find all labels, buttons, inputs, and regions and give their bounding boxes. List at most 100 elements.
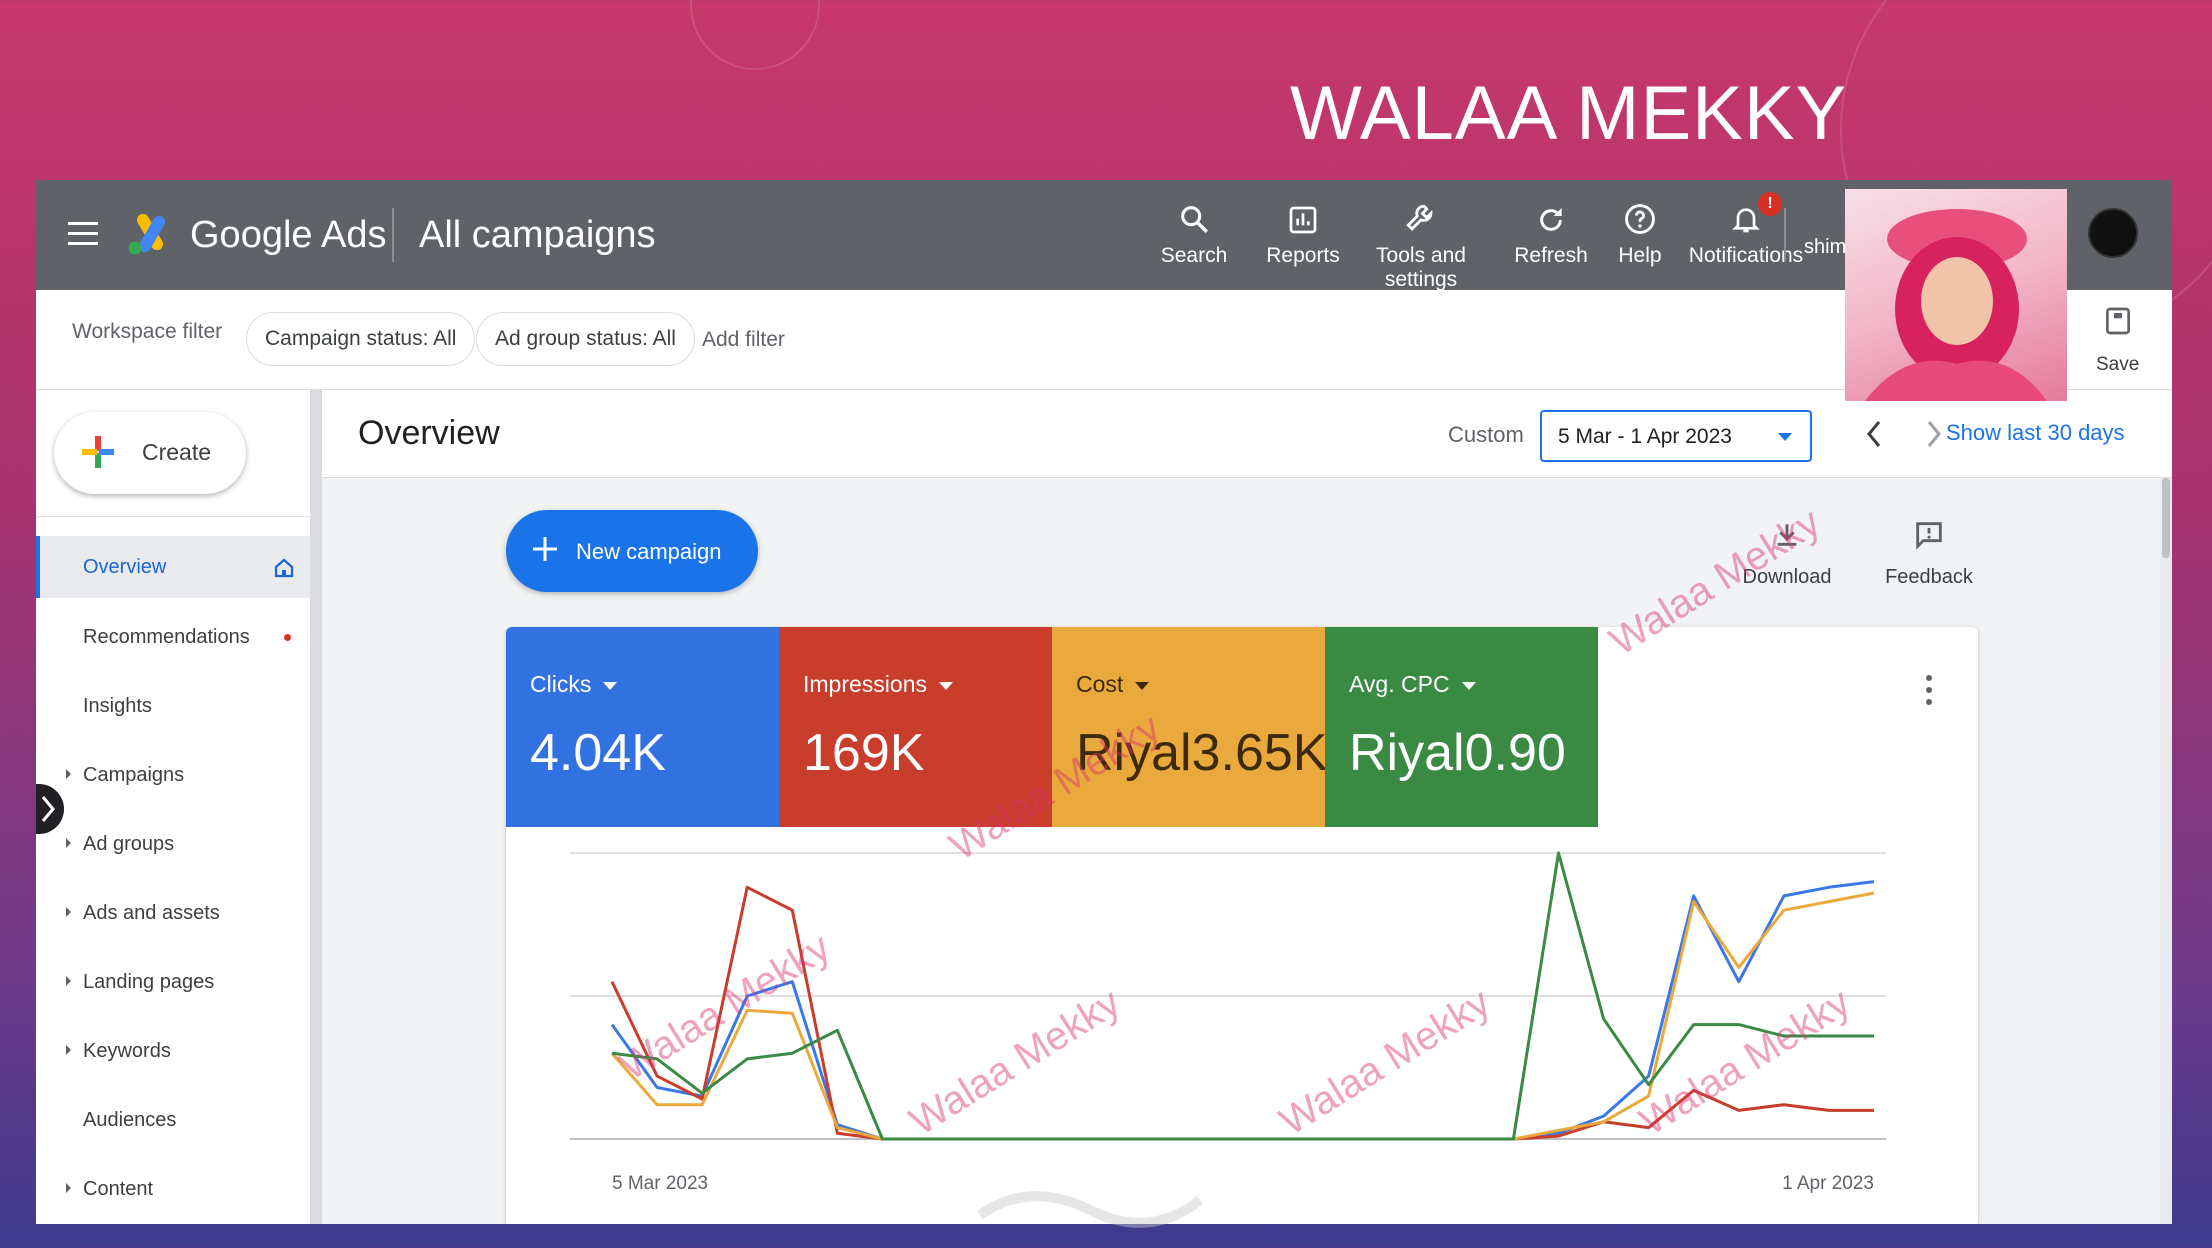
overview-header: Overview Custom 5 Mar - 1 Apr 2023 Show … [322, 390, 2172, 478]
sidebar-item-audiences[interactable]: Audiences [36, 1089, 310, 1151]
presenter-portrait [1865, 209, 2047, 401]
plus-icon [533, 537, 557, 561]
reports-icon [1289, 206, 1317, 234]
date-range-picker[interactable]: 5 Mar - 1 Apr 2023 [1540, 410, 1812, 462]
sidebar-item-content[interactable]: Content [36, 1158, 310, 1220]
dropdown-arrow-icon [1461, 681, 1476, 690]
sidebar-item-insights[interactable]: Insights [36, 675, 310, 737]
metric-value: 169K [803, 724, 925, 782]
notification-dot [284, 634, 291, 641]
create-button[interactable]: Create [54, 412, 246, 494]
ad-group-status-chip[interactable]: Ad group status: All [476, 312, 695, 366]
previous-period-icon[interactable] [1864, 418, 1884, 450]
caret-right-icon [66, 1045, 71, 1055]
add-filter-button[interactable]: Add filter [702, 328, 785, 351]
save-label: Save [2096, 354, 2140, 375]
help-icon [1625, 204, 1655, 234]
main-scrollbar[interactable] [2160, 478, 2172, 1224]
sidebar-item-ad-groups[interactable]: Ad groups [36, 813, 310, 875]
dropdown-arrow-icon [1778, 433, 1792, 441]
presenter-photo [1845, 189, 2067, 401]
sidebar-item-label: Insights [83, 695, 152, 717]
notification-badge: ! [1758, 192, 1782, 216]
reports-button[interactable]: Reports [1258, 190, 1348, 268]
campaign-status-chip[interactable]: Campaign status: All [246, 312, 476, 366]
chart-lines [610, 851, 1875, 1141]
sidebar-item-label: Campaigns [83, 764, 185, 786]
sidebar-item-overview[interactable]: Overview [36, 536, 310, 598]
caret-right-icon [66, 769, 71, 779]
caret-right-icon [66, 907, 71, 917]
metric-label: Cost [1076, 671, 1150, 698]
dropdown-arrow-icon [603, 681, 618, 690]
metric-impressions[interactable]: Impressions 169K [779, 627, 1052, 827]
slide-title: WALAA MEKKY [1290, 71, 1848, 156]
x-axis-start-label: 5 Mar 2023 [612, 1173, 708, 1194]
refresh-button[interactable]: Refresh [1506, 190, 1596, 268]
metric-value: 4.04K [530, 724, 666, 782]
line-chart: 5 Mar 2023 1 Apr 2023 [570, 851, 1886, 1194]
filter-bar: Workspace filter Campaign status: All Ad… [36, 290, 2172, 390]
metric-avg-cpc[interactable]: Avg. CPC Riyal0.90 [1325, 627, 1598, 827]
download-icon [1777, 524, 1797, 546]
caret-right-icon [66, 1183, 71, 1193]
page-name: All campaigns [419, 214, 656, 256]
dropdown-arrow-icon [938, 681, 953, 690]
metric-label: Impressions [803, 671, 953, 698]
series-line-clicks [610, 880, 1875, 1141]
menu-icon[interactable] [68, 222, 98, 246]
tools-label: Tools and settings [1376, 244, 1466, 291]
sidebar-item-campaigns[interactable]: Campaigns [36, 744, 310, 806]
download-button[interactable]: Download [1732, 518, 1842, 589]
search-label: Search [1160, 244, 1228, 267]
search-button[interactable]: Search [1156, 190, 1232, 268]
reports-label: Reports [1266, 244, 1340, 267]
workspace-filter-label: Workspace filter [72, 320, 223, 343]
khamsat-watermark-logo [970, 1160, 1210, 1246]
feedback-icon [1916, 522, 1942, 550]
sidebar-item-label: Keywords [83, 1040, 171, 1062]
notifications-button[interactable]: ! Notifications [1686, 190, 1806, 268]
help-button[interactable]: Help [1610, 190, 1670, 268]
chevron-right-icon [41, 796, 55, 822]
sidebar-item-label: Overview [83, 556, 167, 578]
download-label: Download [1742, 566, 1832, 588]
page-title: Overview [358, 414, 500, 452]
wrench-icon [1406, 204, 1433, 231]
more-options-icon[interactable] [1926, 675, 1934, 707]
sidebar-item-landing-pages[interactable]: Landing pages [36, 951, 310, 1013]
series-line-avg-cpc [611, 851, 1874, 1141]
scrollbar-thumb[interactable] [2162, 478, 2170, 558]
save-button[interactable]: Save [2096, 304, 2139, 376]
create-label: Create [142, 439, 212, 465]
account-name[interactable]: shim [1804, 236, 1847, 258]
feedback-label: Feedback [1885, 566, 1973, 588]
sidebar-item-label: Content [83, 1178, 154, 1200]
divider [1784, 208, 1786, 262]
sidebar-item-label: Landing pages [83, 971, 215, 993]
sidebar-item-label: Recommendations [83, 626, 250, 648]
sidebar-item-label: Ads and assets [83, 902, 220, 924]
metric-label: Clicks [530, 671, 618, 698]
khamsat-logo-icon [977, 1191, 1204, 1228]
save-icon [2105, 307, 2130, 335]
new-campaign-label: New campaign [576, 539, 722, 564]
next-period-icon[interactable] [1924, 418, 1944, 450]
date-range-value: 5 Mar - 1 Apr 2023 [1558, 425, 1732, 448]
divider [392, 208, 394, 262]
new-campaign-button[interactable]: New campaign [506, 510, 758, 592]
performance-chart-card: Clicks 4.04K Impressions 169K Cost Riyal… [506, 627, 1978, 1224]
refresh-icon [1540, 208, 1562, 231]
sidebar-item-ads-and-assets[interactable]: Ads and assets [36, 882, 310, 944]
tools-and-settings-button[interactable]: Tools and settings [1356, 190, 1486, 292]
sidebar-item-keywords[interactable]: Keywords [36, 1020, 310, 1082]
metric-clicks[interactable]: Clicks 4.04K [506, 627, 779, 827]
sidebar-scrollbar[interactable] [310, 390, 322, 1224]
metric-cost[interactable]: Cost Riyal3.65K [1052, 627, 1327, 827]
sidebar-item-recommendations[interactable]: Recommendations [36, 606, 310, 668]
show-last-30-days-link[interactable]: Show last 30 days [1946, 420, 2125, 445]
account-avatar[interactable] [2088, 208, 2138, 258]
notifications-label: Notifications [1688, 244, 1804, 267]
x-axis-end-label: 1 Apr 2023 [1782, 1173, 1874, 1194]
feedback-button[interactable]: Feedback [1874, 518, 1984, 589]
